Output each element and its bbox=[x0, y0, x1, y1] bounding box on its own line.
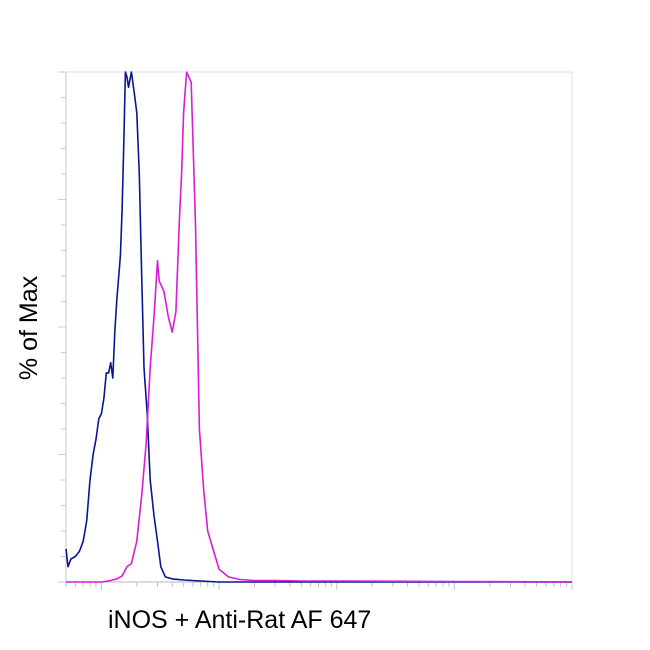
plot-frame bbox=[65, 71, 573, 583]
series-line-1 bbox=[65, 71, 572, 583]
x-axis-label: iNOS + Anti-Rat AF 647 bbox=[108, 606, 371, 634]
plot-border bbox=[65, 71, 573, 583]
x-axis-ticks bbox=[65, 582, 573, 590]
series-lines bbox=[65, 71, 573, 583]
y-axis-ticks bbox=[58, 71, 66, 583]
series-line-2 bbox=[66, 71, 573, 583]
y-axis-label: % of Max bbox=[15, 275, 43, 380]
